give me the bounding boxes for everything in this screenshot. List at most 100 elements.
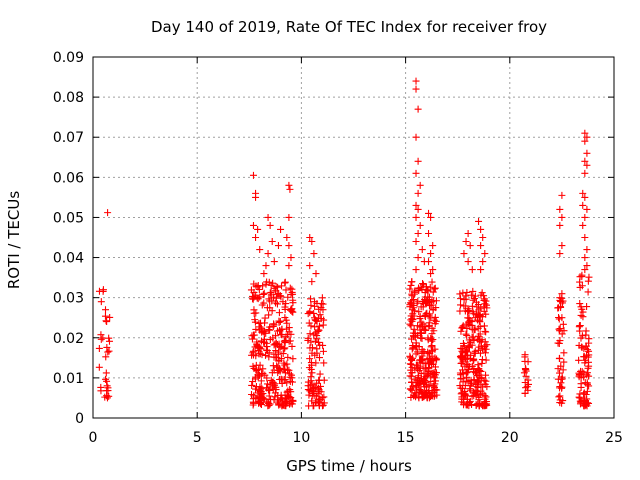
data-point [288,342,296,350]
data-point [558,314,566,322]
data-point [461,382,469,390]
data-point [289,290,297,298]
y-tick-label: 0.07 [53,130,84,146]
data-point [319,347,327,355]
data-point [104,387,112,395]
data-point [556,250,564,258]
data-point [103,382,111,390]
data-point [428,278,436,286]
data-point [269,385,277,393]
data-point [585,382,593,390]
data-point [468,392,476,400]
data-point [273,362,281,370]
data-point [260,338,268,346]
data-point [255,387,263,395]
data-point [310,384,318,392]
data-point [270,353,278,361]
data-point [428,347,436,355]
data-point [265,311,273,319]
data-point [265,326,273,334]
chart-title: Day 140 of 2019, Rate Of TEC Index for r… [151,18,547,36]
data-point [584,346,592,354]
data-point [466,242,474,250]
data-point [281,339,289,347]
data-point [288,374,296,382]
data-point [320,359,328,367]
data-point [259,390,267,398]
data-point [281,314,289,322]
data-point [265,392,273,400]
data-point [424,334,432,342]
data-point [319,321,327,329]
data-point [427,250,435,258]
data-point [479,234,487,241]
data-point [287,254,295,262]
data-point [481,349,489,357]
data-point [581,397,589,405]
data-point [422,365,430,373]
data-point [424,287,432,295]
data-point [314,390,322,398]
data-point [102,375,110,383]
data-point [423,372,431,380]
data-point [581,254,589,262]
data-point [481,392,489,400]
data-point [427,377,435,385]
data-point [419,393,427,401]
data-point [103,318,111,326]
data-point [583,161,591,169]
data-point [264,213,272,221]
data-point [310,309,318,317]
data-point [583,387,591,395]
data-point [408,379,416,387]
data-point [478,359,486,367]
data-point [478,356,486,364]
data-point [284,353,292,361]
data-point [270,320,278,328]
data-point [577,380,585,388]
data-point [286,185,294,193]
data-point [304,386,312,394]
data-point [431,320,439,328]
data-point [423,296,431,304]
data-point [584,288,592,296]
data-point [406,285,414,293]
data-point [425,209,433,217]
data-point [316,354,324,362]
data-point [305,364,313,372]
data-point [576,300,584,308]
data-point [102,317,110,325]
data-point [428,360,436,368]
data-point [556,294,564,302]
data-point [556,383,564,391]
y-tick-label: 0.05 [53,210,84,226]
data-point [465,307,473,315]
y-tick-label: 0.04 [53,251,84,267]
data-point [416,378,424,386]
data-point [582,327,590,335]
data-point [580,389,588,397]
data-point [95,363,103,371]
data-point [406,360,414,368]
data-point [581,137,589,145]
data-point [260,395,268,403]
data-point [311,323,319,331]
data-point [466,338,474,346]
data-point [103,343,111,351]
data-point [463,331,471,339]
data-point [279,350,287,358]
data-point [249,362,257,370]
y-tick-label: 0.08 [53,90,84,106]
data-point [458,324,466,332]
data-point [286,370,294,378]
data-point [412,350,420,358]
data-point [285,213,293,221]
data-point [425,229,433,237]
data-point [428,324,436,332]
data-point [313,335,321,343]
data-point [585,273,593,281]
data-point [585,372,593,380]
data-point [465,343,473,351]
data-point [284,387,292,395]
data-point [425,387,433,395]
